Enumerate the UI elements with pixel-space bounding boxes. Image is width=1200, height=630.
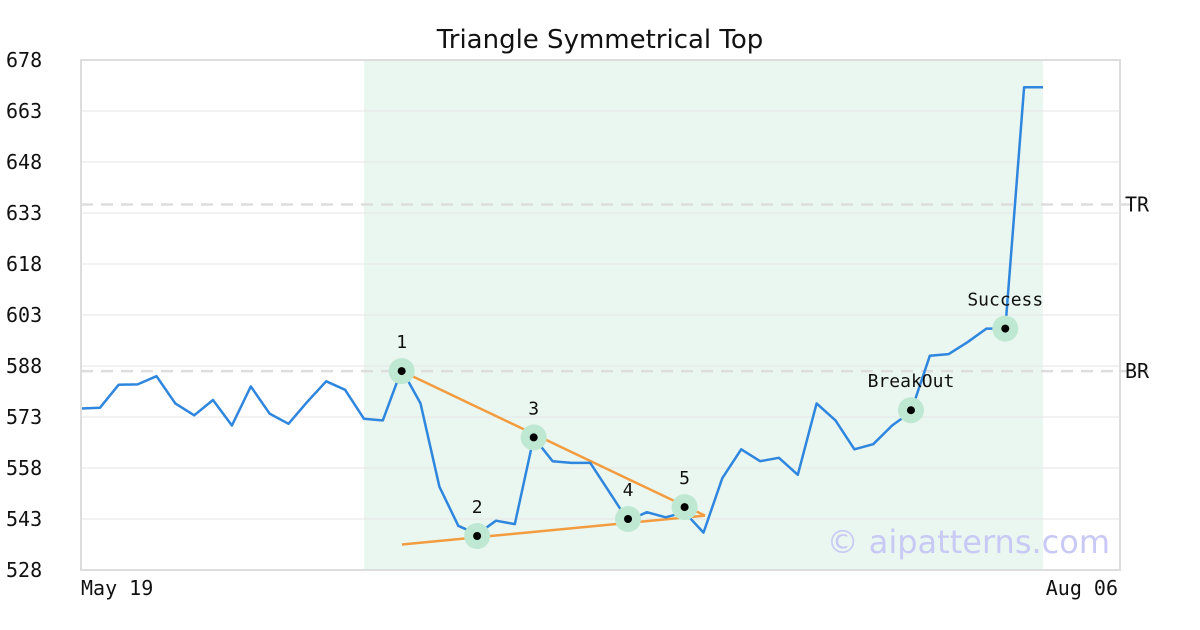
y-tick-label: 648 [6,150,42,174]
y-axis: 528 543 558 573 588 603 618 633 648 663 678 [6,48,42,582]
point-label: 5 [679,468,690,489]
point-marker [906,406,915,415]
point-marker [624,515,633,523]
reference-line-label: TR [1125,193,1150,217]
chart-title: Triangle Symmetrical Top [436,25,764,55]
point-label: 3 [528,398,539,419]
point-marker [397,367,406,376]
y-tick-label: 528 [6,558,42,582]
watermark: © aipatterns.com [827,523,1110,561]
y-tick-label: 678 [6,48,42,72]
point-label: Success [967,290,1043,311]
x-tick-label: May 19 [81,576,153,600]
y-tick-label: 603 [6,303,42,327]
point-label: 4 [623,480,634,501]
point-marker [680,503,689,512]
point-marker [473,532,482,540]
y-tick-label: 633 [6,201,42,225]
y-tick-label: 663 [6,99,42,123]
trend-lines [401,369,706,546]
upper-trend-line [401,369,706,517]
y-tick-label: 588 [6,354,42,378]
point-marker [529,433,538,442]
y-tick-label: 558 [6,456,42,480]
reference-line-label: BR [1125,359,1150,383]
point-label: 2 [472,497,483,518]
y-tick-label: 573 [6,405,42,429]
y-tick-label: 543 [6,507,42,531]
y-tick-label: 618 [6,252,42,276]
x-tick-label: Aug 06 [1046,576,1118,600]
lower-trend-line [401,514,706,546]
series-line [80,85,1043,536]
point-label: BreakOut [868,371,955,392]
point-marker [1001,324,1010,333]
pattern-points: 1 2 3 4 5 BreakOut Success [388,290,1043,549]
plot-frame [80,59,1121,571]
point-label: 1 [396,332,407,353]
reference-lines: TR BR [81,193,1150,383]
x-axis: May 19 Aug 06 [81,576,1118,600]
